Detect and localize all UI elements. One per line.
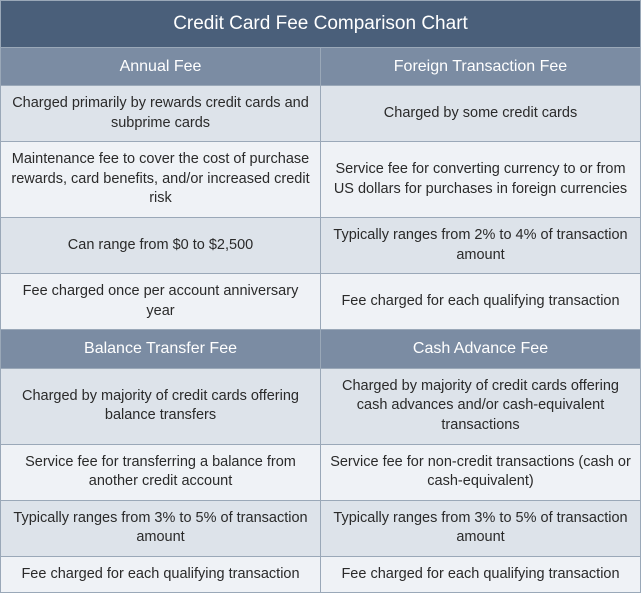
table-cell: Service fee for non-credit transactions … [321,444,641,500]
table-cell: Service fee for transferring a balance f… [1,444,321,500]
table-cell: Fee charged for each qualifying transact… [321,274,641,330]
column-header: Annual Fee [1,47,321,86]
column-header: Foreign Transaction Fee [321,47,641,86]
table-row: Service fee for transferring a balance f… [1,444,641,500]
table-cell: Charged primarily by rewards credit card… [1,86,321,142]
table-cell: Service fee for converting currency to o… [321,142,641,218]
table-row: Can range from $0 to $2,500 Typically ra… [1,218,641,274]
table-row: Fee charged for each qualifying transact… [1,556,641,593]
table-cell: Can range from $0 to $2,500 [1,218,321,274]
table-cell: Maintenance fee to cover the cost of pur… [1,142,321,218]
column-header: Balance Transfer Fee [1,330,321,369]
table-row: Charged by majority of credit cards offe… [1,368,641,444]
table-row: Fee charged once per account anniversary… [1,274,641,330]
table-cell: Charged by majority of credit cards offe… [321,368,641,444]
table-cell: Charged by majority of credit cards offe… [1,368,321,444]
table-title-row: Credit Card Fee Comparison Chart [1,1,641,48]
table-cell: Fee charged once per account anniversary… [1,274,321,330]
table-cell: Typically ranges from 3% to 5% of transa… [321,500,641,556]
section-header-row: Annual Fee Foreign Transaction Fee [1,47,641,86]
fee-comparison-table: Credit Card Fee Comparison Chart Annual … [0,0,641,593]
table-cell: Fee charged for each qualifying transact… [321,556,641,593]
table-row: Typically ranges from 3% to 5% of transa… [1,500,641,556]
table-cell: Typically ranges from 2% to 4% of transa… [321,218,641,274]
table-cell: Charged by some credit cards [321,86,641,142]
table-title: Credit Card Fee Comparison Chart [1,1,641,48]
table-row: Charged primarily by rewards credit card… [1,86,641,142]
table-cell: Typically ranges from 3% to 5% of transa… [1,500,321,556]
table-row: Maintenance fee to cover the cost of pur… [1,142,641,218]
section-header-row: Balance Transfer Fee Cash Advance Fee [1,330,641,369]
column-header: Cash Advance Fee [321,330,641,369]
table-cell: Fee charged for each qualifying transact… [1,556,321,593]
